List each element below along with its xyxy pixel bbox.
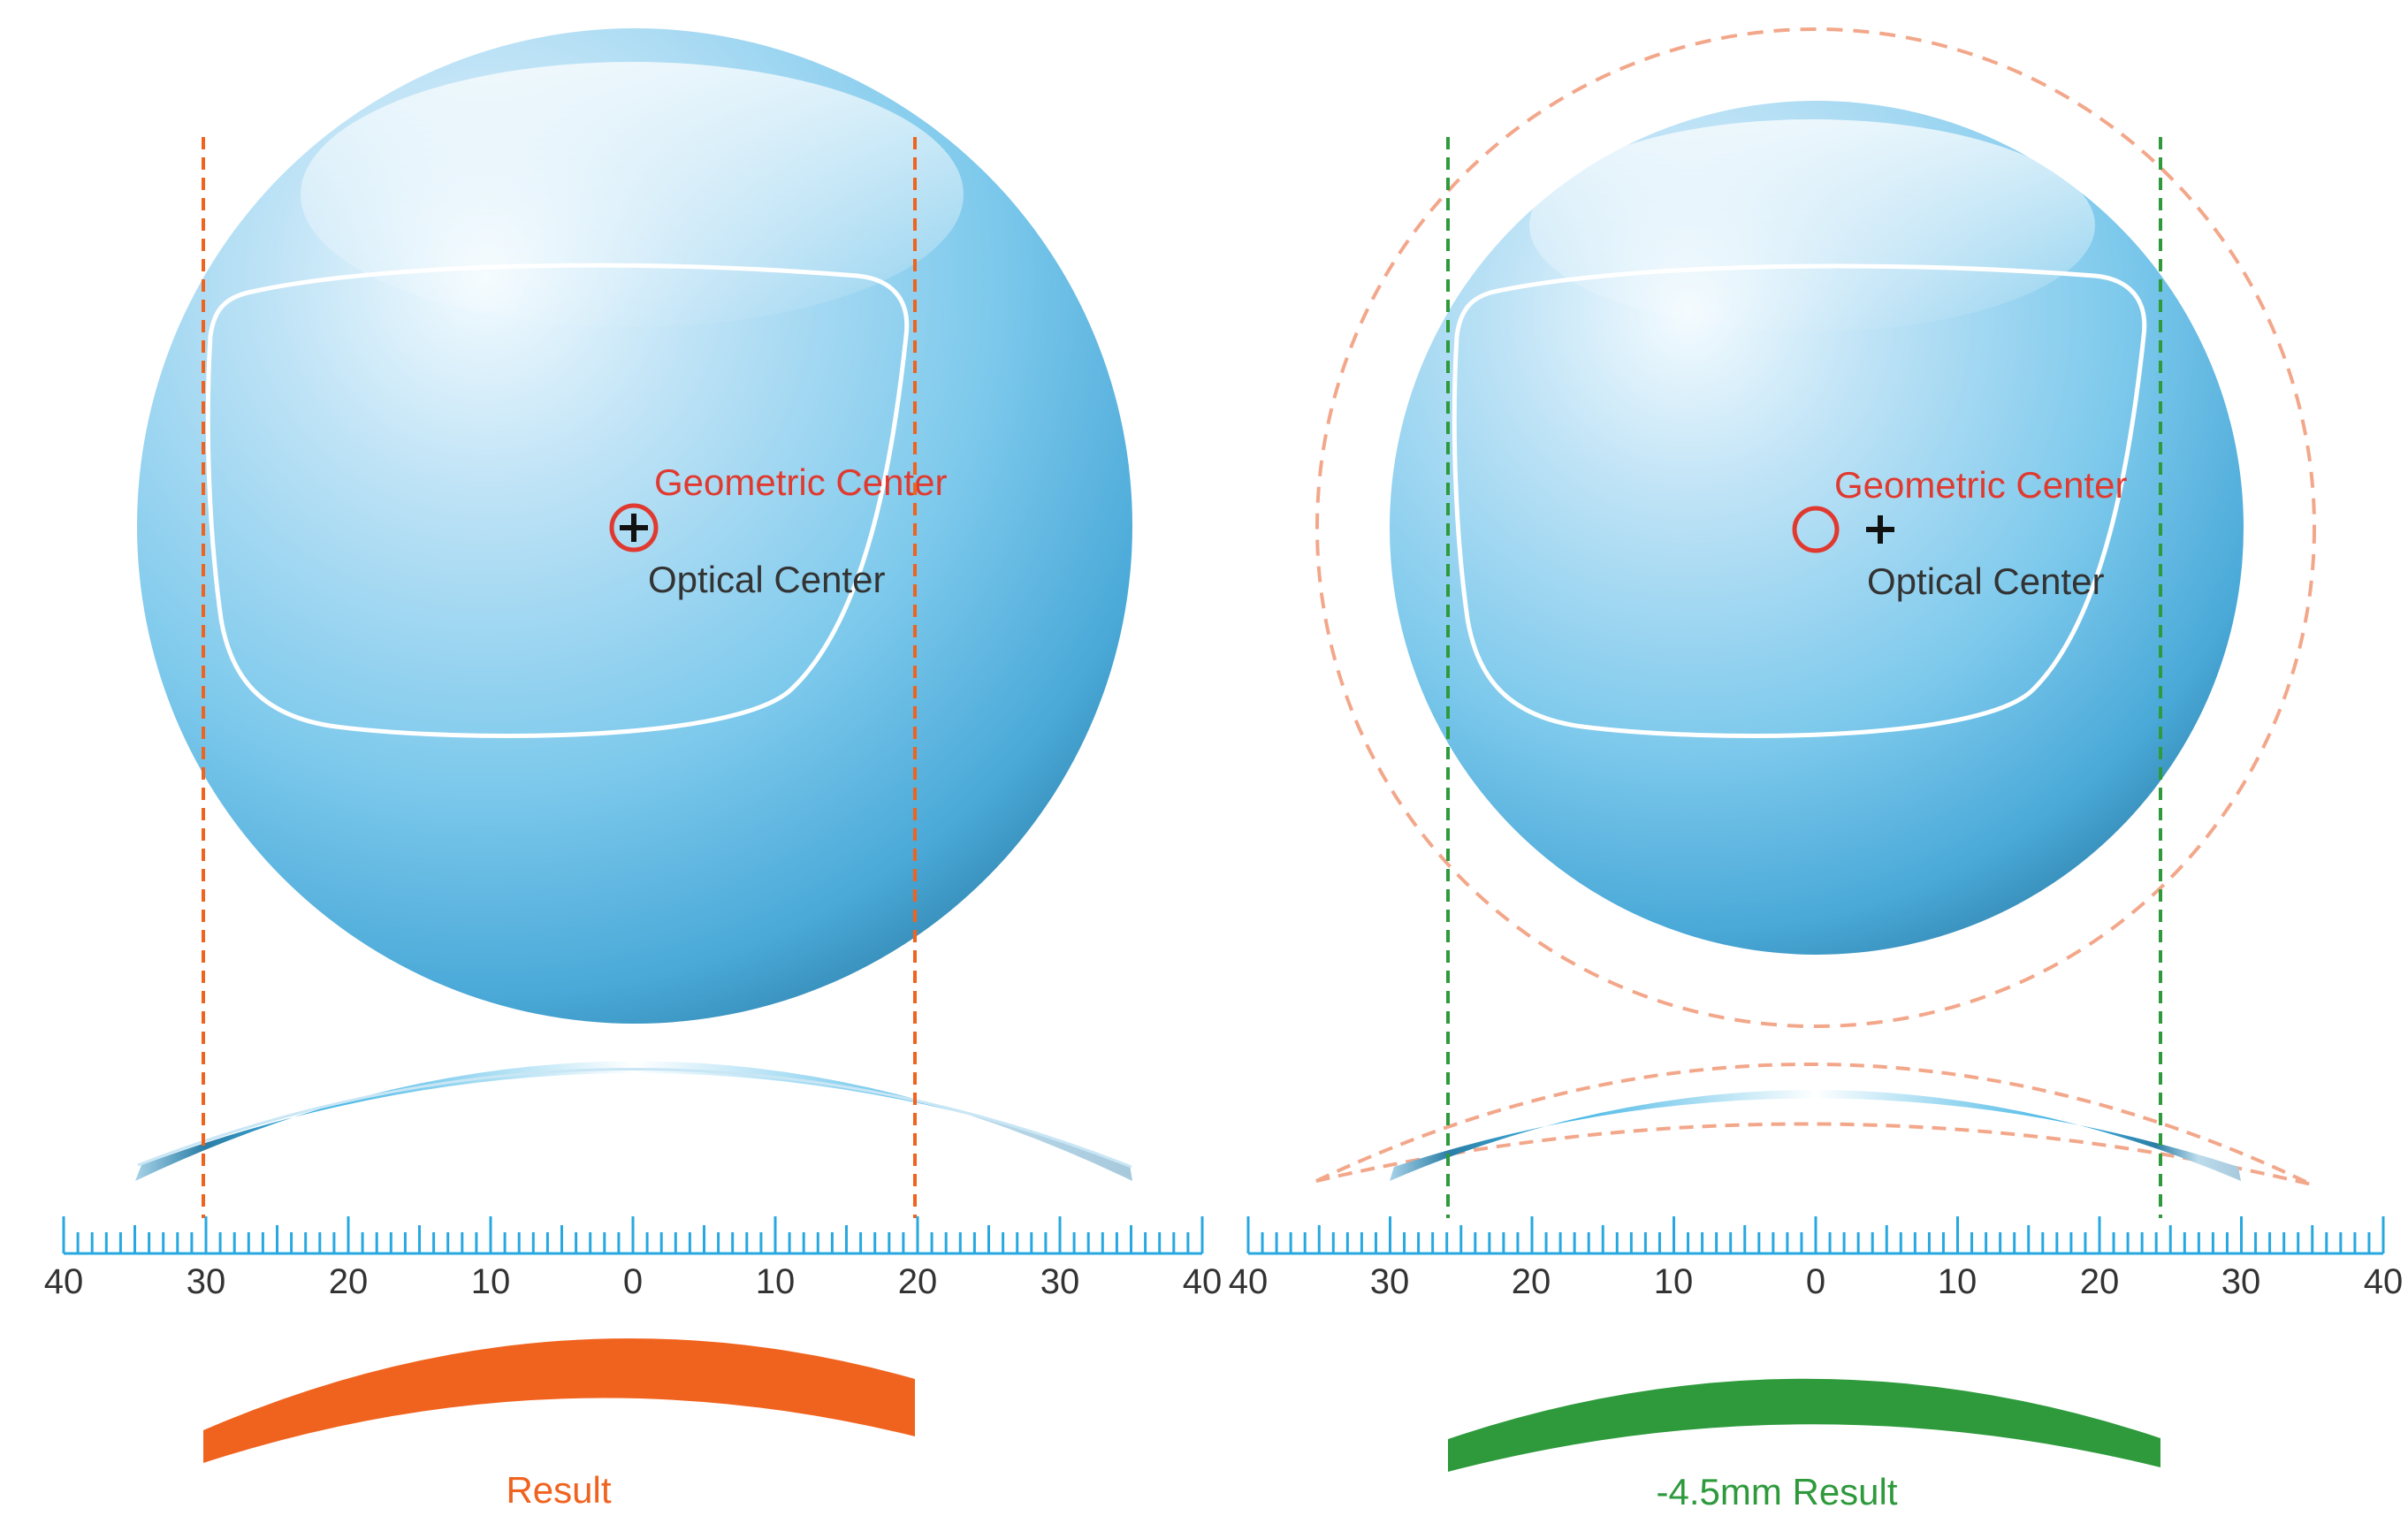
ruler-tick-label: 20: [2080, 1262, 2120, 1301]
geometric-center-circle-icon: [609, 503, 659, 552]
right-original-blank-outline: [1315, 27, 2316, 1028]
left-ruler: [62, 1216, 1204, 1255]
ruler-tick-label: 40: [2364, 1262, 2404, 1301]
left-cross-section-top-edge: [137, 1068, 1132, 1169]
ruler-tick-label: 0: [623, 1262, 643, 1301]
right-original-cross-section-outline: [1315, 1063, 2313, 1186]
ruler-tick-label: 30: [187, 1262, 226, 1301]
right-ruler-labels: 40 30 20 10 0 10 20 30 40: [1229, 1262, 2404, 1301]
left-ruler-labels: 40 30 20 10 0 10 20 30 40: [44, 1262, 1223, 1301]
right-result-label: -4.5mm Result: [1656, 1471, 1897, 1512]
ruler-tick-label: 20: [898, 1262, 938, 1301]
left-center-markers: [609, 503, 659, 552]
right-optical-center-label: Optical Center: [1867, 560, 2104, 602]
ruler-tick-label: 10: [756, 1262, 796, 1301]
right-geometric-center-label: Geometric Center: [1834, 464, 2127, 506]
left-result-label: Result: [506, 1469, 611, 1511]
left-frame-outline: [205, 263, 910, 738]
ruler-tick-label: 20: [1512, 1262, 1551, 1301]
ruler-tick-label: 40: [44, 1262, 84, 1301]
ruler-tick-label: 0: [1806, 1262, 1825, 1301]
ruler-tick-label: 20: [329, 1262, 369, 1301]
right-lens-blank-sphere: [1390, 101, 2244, 955]
left-lens-cross-section: [135, 1061, 1132, 1181]
ruler-tick-label: 10: [1654, 1262, 1694, 1301]
right-ruler: [1246, 1216, 2385, 1255]
optical-center-plus-icon: [620, 514, 648, 542]
ruler-tick-label: 30: [1370, 1262, 1410, 1301]
left-panel: Geometric Center Optical Center 40 30 20…: [44, 28, 1223, 1511]
ruler-tick-label: 30: [2221, 1262, 2261, 1301]
right-geometric-center-circle-icon: [1792, 506, 1840, 553]
ruler-tick-label: 10: [471, 1262, 511, 1301]
ruler-tick-label: 40: [1229, 1262, 1269, 1301]
ruler-tick-label: 40: [1183, 1262, 1223, 1301]
left-sphere-highlight: [301, 62, 964, 327]
ruler-tick-label: 10: [1938, 1262, 1977, 1301]
right-result-shape: [1448, 1378, 2160, 1472]
right-optical-center-plus-icon: [1866, 515, 1894, 544]
right-frame-outline: [1452, 263, 2147, 738]
ruler-tick-label: 30: [1040, 1262, 1080, 1301]
right-panel: Geometric Center Optical Center 40 30 20…: [1229, 27, 2404, 1512]
left-geometric-center-label: Geometric Center: [654, 461, 947, 503]
left-result-shape: [203, 1338, 915, 1463]
left-optical-center-label: Optical Center: [648, 559, 885, 600]
right-sphere-highlight: [1529, 119, 2095, 331]
right-lens-cross-section: [1390, 1090, 2241, 1181]
